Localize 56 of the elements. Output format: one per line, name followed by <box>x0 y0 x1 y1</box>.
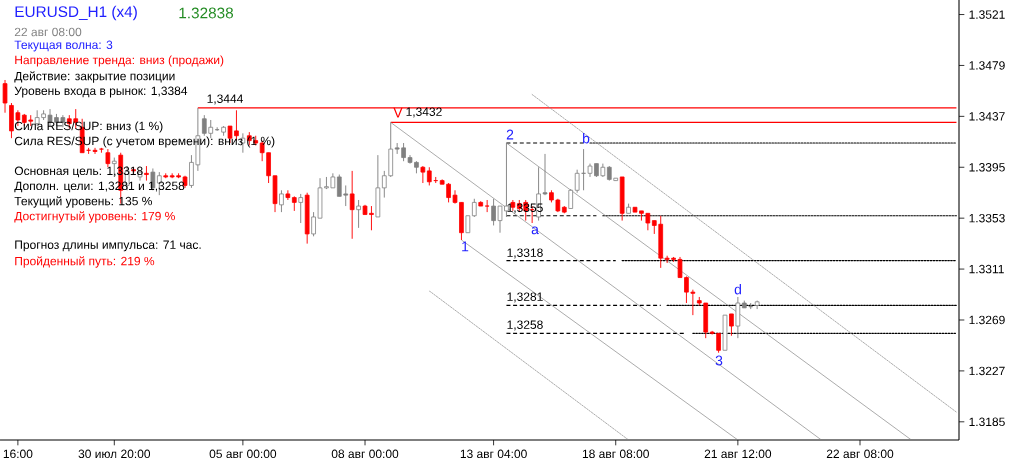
candlestick <box>426 166 432 186</box>
candlestick <box>729 313 734 337</box>
candlestick <box>2 79 8 114</box>
candlestick <box>298 193 304 224</box>
candlestick <box>349 170 355 240</box>
annotation: 2 <box>506 129 514 140</box>
y-tick-label: 1.3311 <box>969 264 1004 274</box>
y-tick-label: 1.3521 <box>969 10 1005 19</box>
annotation: Достигнутый уровень: 179 % <box>14 211 175 223</box>
y-tick-label: 1.3479 <box>969 61 1005 70</box>
x-tick-label: 30 июл 20:00 <box>78 449 151 459</box>
y-tick-label: 1.3353 <box>969 213 1005 223</box>
candlestick <box>356 199 361 229</box>
x-tick-label: 22 авг 08:00 <box>826 449 894 459</box>
y-tick-label: 1.3395 <box>969 163 1005 172</box>
annotation: 1,3281 <box>507 292 543 303</box>
candlestick <box>105 148 111 168</box>
x-tick-label: 18 авг 08:00 <box>582 449 649 459</box>
y-tick-label: 1.3269 <box>969 315 1005 325</box>
annotation: 1 <box>462 241 469 252</box>
annotation: Уровень входа в рынок: 1,3384 <box>14 86 188 98</box>
candlestick <box>484 199 490 213</box>
annotation: Прогноз длины импульса: 71 час. <box>15 240 201 252</box>
candlestick <box>144 165 149 182</box>
candlestick <box>285 189 291 201</box>
annotation: b <box>583 133 590 144</box>
annotation: Пройденный путь: 219 % <box>15 256 155 268</box>
x-tick-label: 05 авг 00:00 <box>209 449 277 459</box>
candlestick <box>279 189 284 213</box>
annotation: Действие: закрытие позиции <box>14 71 175 83</box>
candlestick <box>735 296 741 339</box>
annotation: V <box>393 107 403 118</box>
annotation: Текущий уровень: 135 % <box>14 196 152 208</box>
candlestick <box>471 198 477 218</box>
annotation: 1,3258 <box>507 320 543 331</box>
annotation: 1,3444 <box>207 94 243 105</box>
annotation: 1,3318 <box>507 248 543 259</box>
annotation: 1.32838 <box>179 7 234 19</box>
y-tick-label: 1.3227 <box>969 366 1005 376</box>
candlestick <box>574 169 580 194</box>
y-tick-label: 1.3437 <box>969 112 1005 121</box>
x-tick-label: 08 авг 00:00 <box>331 449 399 459</box>
x-tick-label: 21 авг 12:00 <box>704 449 772 459</box>
annotation: 1,3432 <box>406 107 442 118</box>
text: 22 авг 08:00 <box>14 27 82 37</box>
x-tick-label: 16:00 <box>3 449 33 459</box>
x-tick-label: 13 авг 04:00 <box>460 449 527 459</box>
annotation: a <box>531 226 539 235</box>
y-tick-label: 1.3185 <box>969 417 1005 427</box>
chart-title: EURUSD_H1 (x4) <box>15 5 137 21</box>
candlestick <box>568 188 574 209</box>
annotation: 3 <box>715 355 723 366</box>
candlestick <box>420 165 426 184</box>
annotation: Направление тренда: вниз (продажи) <box>15 55 224 67</box>
annotation: Текущая волна: 3 <box>14 40 113 52</box>
annotation: d <box>734 284 741 295</box>
